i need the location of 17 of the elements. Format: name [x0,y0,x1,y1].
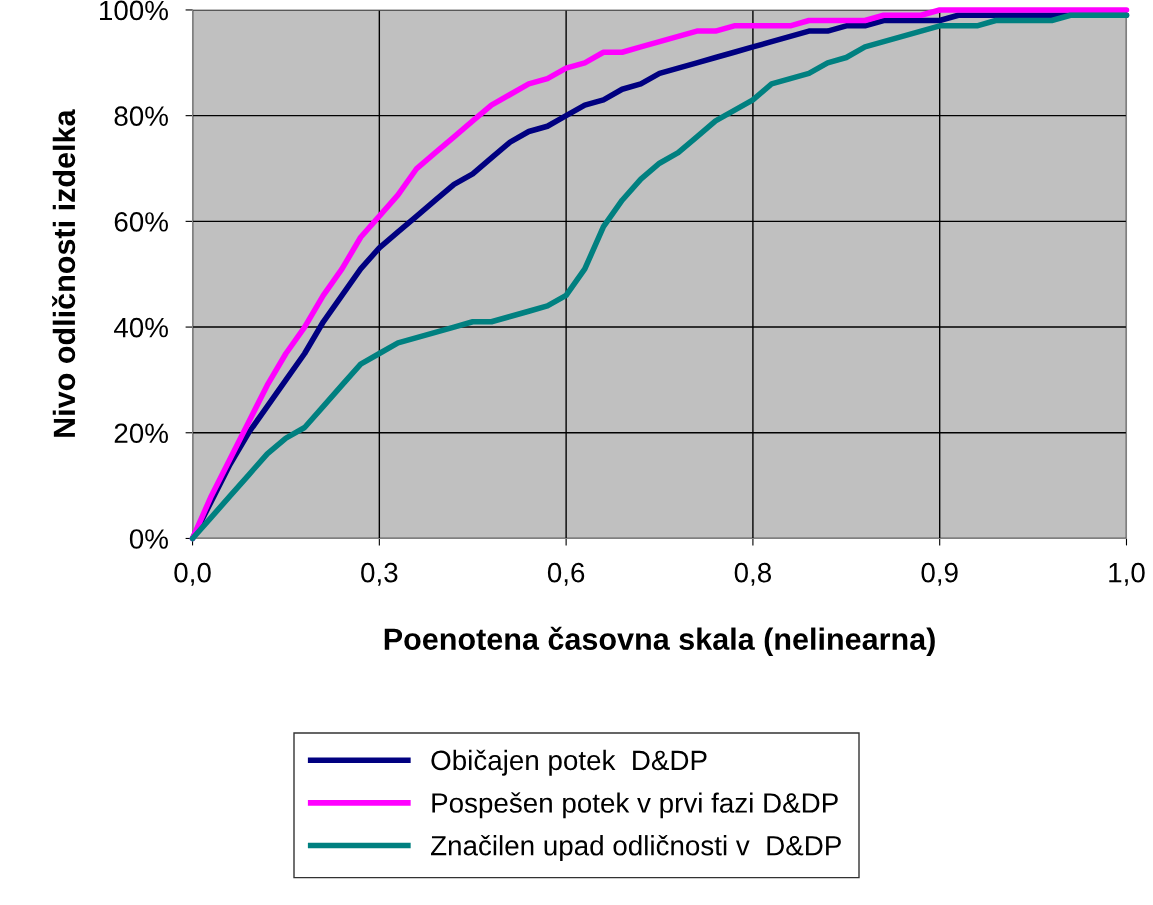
y-tick-label: 100% [100,0,168,21]
x-tick-label: 0,8 [734,562,772,586]
legend-label: Običajen potek D&DP [431,749,707,776]
legend-label: Značilen upad odličnosti v D&DP [430,835,841,862]
y-tick-label: 60% [114,212,168,232]
x-tick-label: 0,6 [547,562,585,586]
y-axis-title: Nivo odličnosti izdelka [52,109,76,437]
x-tick-label: 0,3 [361,562,398,586]
y-tick-label: 80% [114,106,168,126]
x-axis-title: Poenotena časovna skala (nelinearna) [384,626,935,657]
y-tick-label: 40% [113,317,168,338]
x-tick-label: 1,0 [1109,562,1145,586]
x-tick-label: 0,9 [921,562,958,586]
x-tick-label: 0,0 [174,562,211,586]
legend-label: Pospešen potek v prvi fazi D&DP [432,792,838,819]
y-tick-label: 0% [129,529,168,549]
y-tick-label: 20% [114,423,168,444]
